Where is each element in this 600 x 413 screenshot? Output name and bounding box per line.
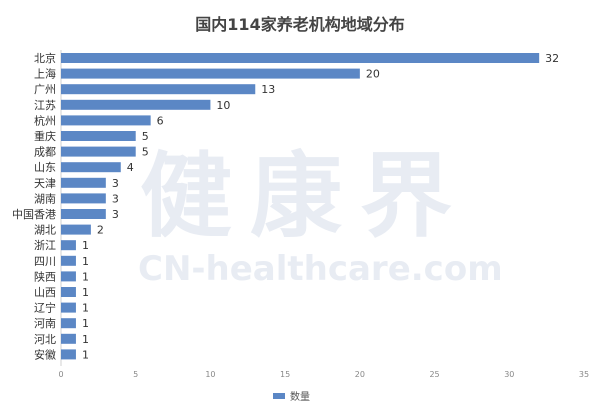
bar — [61, 68, 360, 79]
data-label: 5 — [142, 130, 149, 143]
data-label: 5 — [142, 146, 149, 159]
category-label: 重庆 — [34, 129, 56, 143]
data-label: 4 — [127, 161, 134, 174]
data-label: 3 — [112, 177, 119, 190]
data-label: 10 — [216, 99, 230, 112]
bar — [61, 255, 76, 266]
category-label: 天津 — [34, 177, 56, 190]
data-label: 3 — [112, 192, 119, 205]
data-label: 1 — [82, 286, 89, 299]
data-label: 1 — [82, 317, 89, 330]
category-label: 湖南 — [34, 192, 56, 205]
bar — [61, 349, 76, 360]
bar — [61, 131, 136, 141]
data-label: 20 — [366, 68, 380, 81]
data-label: 1 — [82, 270, 89, 283]
category-label: 山东 — [34, 161, 56, 174]
category-label: 河南 — [34, 317, 56, 330]
x-tick-label: 20 — [355, 370, 365, 379]
category-label: 安徽 — [34, 347, 56, 361]
data-label: 32 — [545, 52, 559, 65]
bar — [61, 146, 136, 157]
category-label: 北京 — [34, 51, 56, 65]
bar — [61, 53, 540, 63]
legend-label: 数量 — [290, 390, 310, 403]
x-tick-label: 35 — [579, 370, 589, 379]
category-label: 广州 — [34, 83, 56, 96]
data-label: 3 — [112, 208, 119, 221]
watermark: 健康界 CN-healthcare.com — [138, 143, 503, 289]
category-label: 上海 — [34, 67, 56, 81]
data-label: 2 — [97, 224, 104, 237]
legend-swatch — [273, 393, 285, 399]
category-label: 河北 — [34, 333, 56, 346]
data-label: 1 — [82, 348, 89, 361]
category-label: 中国香港 — [12, 208, 56, 221]
bar — [61, 302, 76, 313]
bar — [61, 333, 76, 344]
watermark-logo: 健康界 — [140, 143, 470, 250]
category-label: 成都 — [34, 146, 56, 159]
x-tick-label: 0 — [58, 370, 63, 379]
bar — [61, 115, 151, 126]
bar — [61, 287, 76, 297]
category-label: 杭州 — [34, 113, 56, 127]
bar — [61, 162, 121, 173]
category-label: 湖北 — [34, 224, 56, 237]
bar — [61, 209, 106, 219]
category-label: 山西 — [34, 286, 56, 299]
data-label: 13 — [261, 83, 275, 96]
bar — [61, 84, 256, 95]
bar — [61, 193, 106, 204]
watermark-url: CN-healthcare.com — [138, 249, 503, 289]
bar — [61, 99, 211, 110]
chart-title: 国内114家养老机构地域分布 — [195, 15, 404, 34]
bar — [61, 177, 106, 188]
x-tick-label: 15 — [280, 370, 290, 379]
x-tick-label: 10 — [205, 370, 215, 379]
data-label: 1 — [82, 255, 89, 268]
category-label: 浙江 — [34, 239, 56, 252]
bar — [61, 224, 91, 235]
x-tick-label: 30 — [504, 370, 514, 379]
data-label: 6 — [157, 114, 164, 127]
x-tick-label: 25 — [429, 370, 439, 379]
x-tick-label: 5 — [133, 370, 138, 379]
category-label: 四川 — [34, 255, 56, 268]
data-label: 1 — [82, 239, 89, 252]
bar — [61, 271, 76, 282]
data-label: 1 — [82, 302, 89, 315]
data-label: 1 — [82, 333, 89, 346]
legend: 数量 — [273, 390, 310, 403]
bar — [61, 318, 76, 329]
category-label: 江苏 — [34, 99, 56, 112]
category-label: 陕西 — [34, 269, 56, 283]
bar — [61, 240, 76, 251]
category-label: 辽宁 — [34, 301, 56, 315]
